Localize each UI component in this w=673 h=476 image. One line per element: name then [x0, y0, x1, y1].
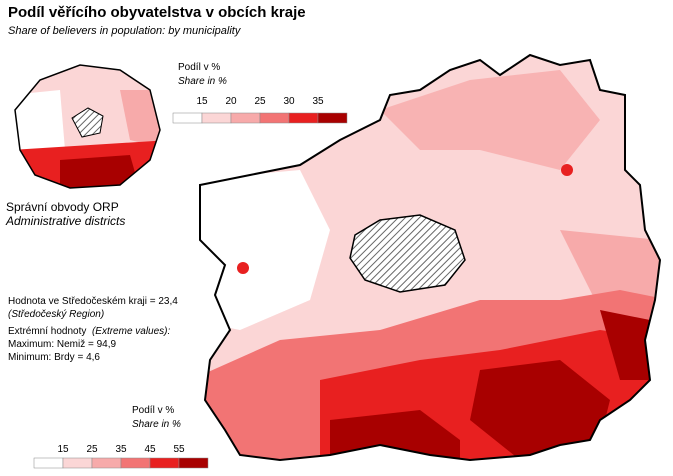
legend-swatch	[149, 457, 180, 469]
legend-break: 15	[196, 96, 208, 107]
extremes-subtitle: (Extreme values):	[91, 326, 171, 337]
legend-swatch	[178, 457, 209, 469]
maximum: Maximum: Nemiž = 94,9	[8, 339, 117, 350]
legend-swatch	[259, 112, 290, 124]
legend-swatch	[33, 457, 64, 469]
legend-swatch	[62, 457, 93, 469]
legend-subtitle: Share in %	[178, 76, 227, 87]
legend-swatch	[288, 112, 319, 124]
legend-break: 20	[225, 96, 237, 107]
legend-break: 25	[254, 96, 266, 107]
legend-break: 30	[283, 96, 295, 107]
legend: 15 25 35 45 55	[33, 444, 209, 469]
legend-swatch	[317, 112, 348, 124]
legend-swatch	[230, 112, 261, 124]
inset-map	[15, 65, 160, 188]
title: Podíl věřícího obyvatelstva v obcích kra…	[8, 4, 306, 21]
legend-break: 15	[57, 444, 69, 455]
legend-swatch	[201, 112, 232, 124]
region-value: Hodnota ve Středočeském kraji = 23,4	[8, 296, 178, 307]
legend-subtitle: Share in %	[132, 419, 181, 430]
legend-swatch	[91, 457, 122, 469]
legend-swatch	[120, 457, 151, 469]
legend-break: 35	[115, 444, 127, 455]
legend-break: 45	[144, 444, 156, 455]
legend-break: 25	[86, 444, 98, 455]
subtitle: Share of believers in population: by mun…	[8, 25, 241, 37]
legend-title: Podíl v %	[178, 62, 221, 73]
extremes-title: Extrémní hodnoty	[8, 326, 87, 337]
legend-break: 35	[312, 96, 324, 107]
legend-break: 55	[173, 444, 185, 455]
inset-subtitle: Administrative districts	[6, 214, 126, 228]
legend: 15 20 25 30 35	[172, 96, 348, 124]
inset-title: Správní obvody ORP	[6, 200, 119, 214]
legend-title: Podíl v %	[132, 405, 175, 416]
region-name: (Středočeský Region)	[8, 309, 105, 320]
legend-swatch	[172, 112, 203, 124]
minimum: Minimum: Brdy = 4,6	[8, 352, 100, 363]
extremes: Extrémní hodnoty (Extreme values):	[8, 326, 170, 337]
inset-border	[14, 64, 161, 189]
